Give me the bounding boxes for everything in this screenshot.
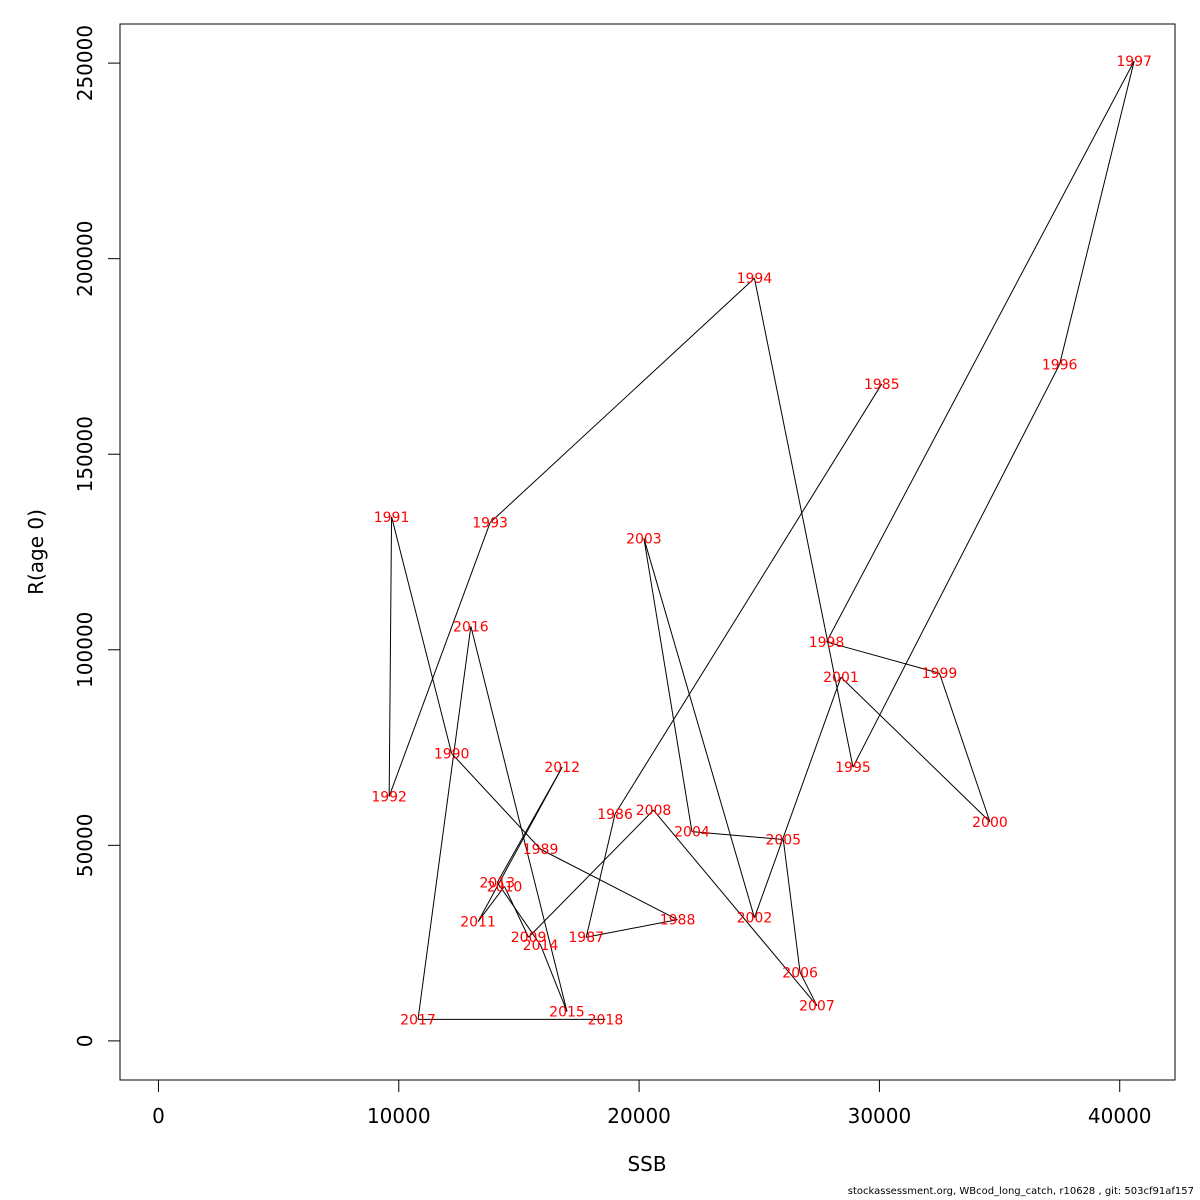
point-label-1989: 1989 — [523, 842, 559, 858]
y-axis-title: R(age 0) — [24, 509, 48, 595]
trajectory-segment — [451, 753, 541, 850]
trajectory-segment — [643, 538, 755, 918]
point-label-2003: 2003 — [626, 531, 662, 547]
trajectory-segment — [504, 886, 529, 938]
point-label-2013: 2013 — [479, 875, 515, 891]
trajectory-segment — [388, 522, 491, 797]
y-tick-label: 0 — [73, 1035, 97, 1048]
axes: 0 10000 20000 30000 40000 0 50000 100000 150000 2… — [73, 25, 1152, 1128]
footer-credit: stockassessment.org, WBcod_long_catch, r… — [847, 1186, 1194, 1197]
point-label-2007: 2007 — [799, 999, 835, 1015]
point-label-1990: 1990 — [434, 746, 470, 762]
point-label-2009: 2009 — [511, 930, 547, 946]
trajectory-segment — [799, 972, 818, 1006]
x-tick-label: 40000 — [1088, 1104, 1152, 1128]
point-label-2010: 2010 — [487, 879, 523, 895]
trajectory-segment — [826, 641, 940, 674]
y-tick-label: 100000 — [73, 612, 97, 688]
trajectory-segment — [496, 882, 541, 946]
point-label-1995: 1995 — [835, 760, 871, 776]
trajectory-segment — [477, 886, 505, 922]
trajectory-segment — [417, 626, 472, 1020]
trajectory-segment — [753, 676, 842, 918]
trajectory-segment — [391, 516, 453, 754]
point-label-1992: 1992 — [371, 789, 407, 805]
y-tick-label: 250000 — [73, 25, 97, 101]
trajectory-segment — [653, 809, 818, 1007]
x-tick-label: 20000 — [607, 1104, 671, 1128]
point-label-2012: 2012 — [544, 760, 580, 776]
trajectory-segment — [1059, 61, 1135, 365]
y-tick-label: 150000 — [73, 416, 97, 492]
point-label-2008: 2008 — [636, 803, 672, 819]
point-label-1991: 1991 — [374, 510, 410, 526]
point-label-1986: 1986 — [597, 807, 633, 823]
point-label-2014: 2014 — [523, 938, 559, 954]
x-tick-label: 30000 — [848, 1104, 912, 1128]
point-label-layer: 1985 1986 1987 1988 1989 1990 1991 1992 1993 1994… — [371, 54, 1152, 1028]
point-label-2018: 2018 — [588, 1012, 624, 1028]
trajectory-segment — [852, 364, 1061, 768]
trajectory-segment — [782, 839, 801, 973]
x-tick-label: 10000 — [367, 1104, 431, 1128]
trajectory-layer — [388, 60, 1135, 1020]
point-label-1999: 1999 — [922, 666, 958, 682]
point-label-1996: 1996 — [1042, 357, 1078, 373]
trajectory-segment — [585, 813, 616, 938]
point-label-2016: 2016 — [453, 619, 489, 635]
trajectory-segment — [496, 766, 563, 883]
trajectory-segment — [691, 831, 784, 840]
point-label-2001: 2001 — [823, 670, 859, 686]
point-label-1987: 1987 — [568, 930, 604, 946]
point-label-2004: 2004 — [674, 825, 710, 841]
trajectory-segment — [939, 673, 991, 823]
point-label-1998: 1998 — [809, 635, 845, 651]
x-tick-label: 0 — [152, 1104, 165, 1128]
point-label-2005: 2005 — [765, 832, 801, 848]
trajectory-segment — [540, 944, 568, 1012]
point-label-1988: 1988 — [660, 913, 696, 929]
point-label-1985: 1985 — [864, 377, 900, 393]
trajectory-segment — [643, 538, 693, 832]
point-label-2017: 2017 — [400, 1012, 436, 1028]
point-label-2015: 2015 — [549, 1005, 585, 1021]
trajectory-segment — [826, 60, 1135, 643]
trajectory-segment — [753, 278, 854, 768]
point-label-2006: 2006 — [782, 965, 818, 981]
point-label-2011: 2011 — [460, 915, 496, 931]
x-axis-title: SSB — [627, 1152, 666, 1176]
trajectory-segment — [470, 626, 568, 1012]
y-tick-label: 200000 — [73, 220, 97, 296]
trajectory-segment — [388, 516, 393, 797]
point-label-1993: 1993 — [472, 516, 508, 532]
point-label-1997: 1997 — [1116, 54, 1152, 70]
trajectory-segment — [614, 383, 883, 815]
trajectory-segment — [489, 277, 755, 524]
point-label-2002: 2002 — [737, 911, 773, 927]
y-tick-label: 50000 — [73, 814, 97, 878]
trajectory-segment — [528, 809, 654, 938]
trajectory-segment — [586, 919, 678, 938]
trajectory-segment — [840, 676, 991, 823]
trajectory-segment — [540, 848, 678, 921]
point-label-2000: 2000 — [972, 815, 1008, 831]
point-label-1994: 1994 — [737, 271, 773, 287]
